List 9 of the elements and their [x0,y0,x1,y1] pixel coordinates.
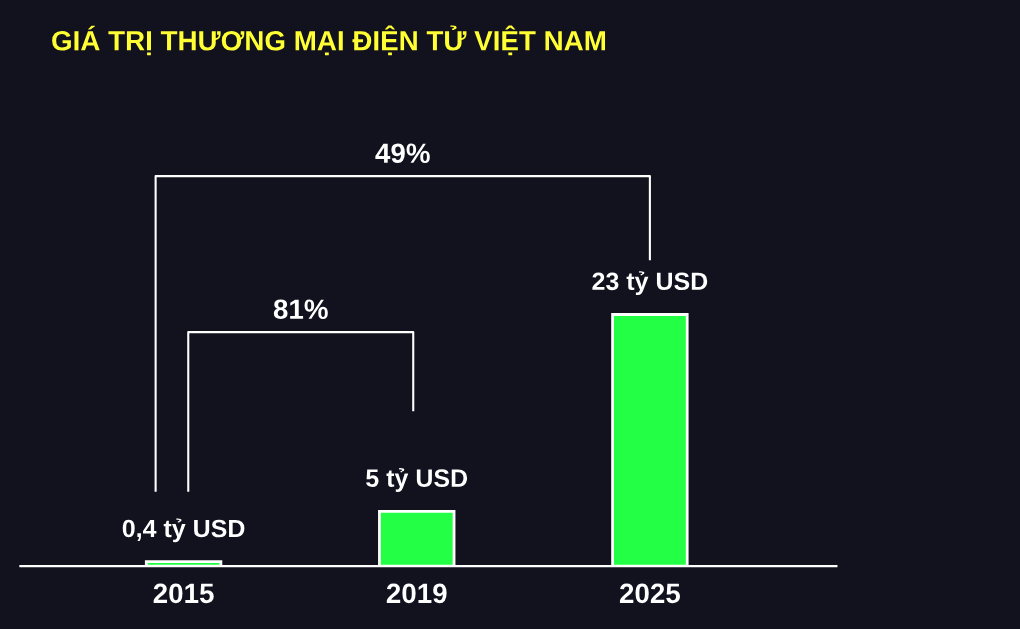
x-tick-label: 2025 [619,583,681,604]
data-label: 23 tỷ USD [592,271,708,296]
text: 49% [375,143,430,164]
annotation: 81% [273,299,328,320]
data-label: 5 tỷ USD [366,468,468,492]
x-tick-label: 2015 [153,583,214,604]
chart-title: GIÁ TRỊ THƯƠNG MẠI ĐIỆN TỬ VIỆT NAM [52,25,606,56]
data-label: 0,4 tỷ USD [122,518,245,543]
x-tick-label: 2019 [386,583,447,604]
